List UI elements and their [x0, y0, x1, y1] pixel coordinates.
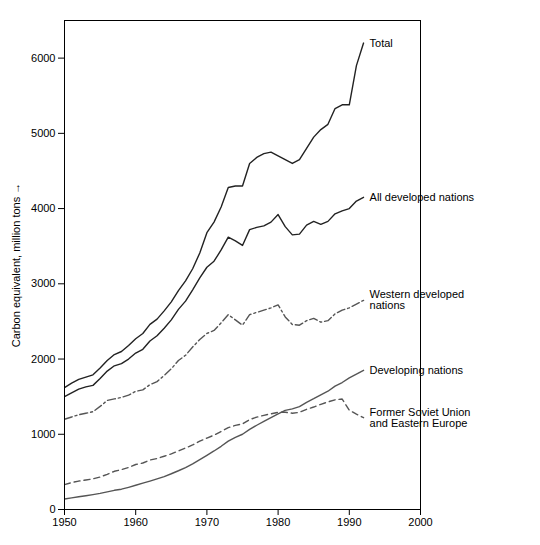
svg-text:1950: 1950 [52, 516, 76, 528]
svg-text:2000: 2000 [31, 353, 55, 365]
svg-text:0: 0 [49, 503, 55, 515]
svg-text:Carbon equivalent, million ton: Carbon equivalent, million tons → [10, 183, 22, 347]
svg-text:Western developednations: Western developednations [370, 288, 465, 311]
svg-text:5000: 5000 [31, 127, 55, 139]
svg-text:2000: 2000 [408, 516, 432, 528]
svg-text:3000: 3000 [31, 277, 55, 289]
svg-text:Total: Total [370, 37, 393, 49]
svg-text:1970: 1970 [195, 516, 219, 528]
svg-text:Former Soviet Unionand Eastern: Former Soviet Unionand Eastern Europe [370, 406, 471, 429]
svg-text:1000: 1000 [31, 428, 55, 440]
svg-text:1990: 1990 [337, 516, 361, 528]
svg-text:1960: 1960 [123, 516, 147, 528]
svg-text:4000: 4000 [31, 202, 55, 214]
svg-text:6000: 6000 [31, 52, 55, 64]
svg-text:1980: 1980 [266, 516, 290, 528]
svg-text:Developing nations: Developing nations [370, 364, 464, 376]
svg-text:All developed nations: All developed nations [370, 191, 475, 203]
